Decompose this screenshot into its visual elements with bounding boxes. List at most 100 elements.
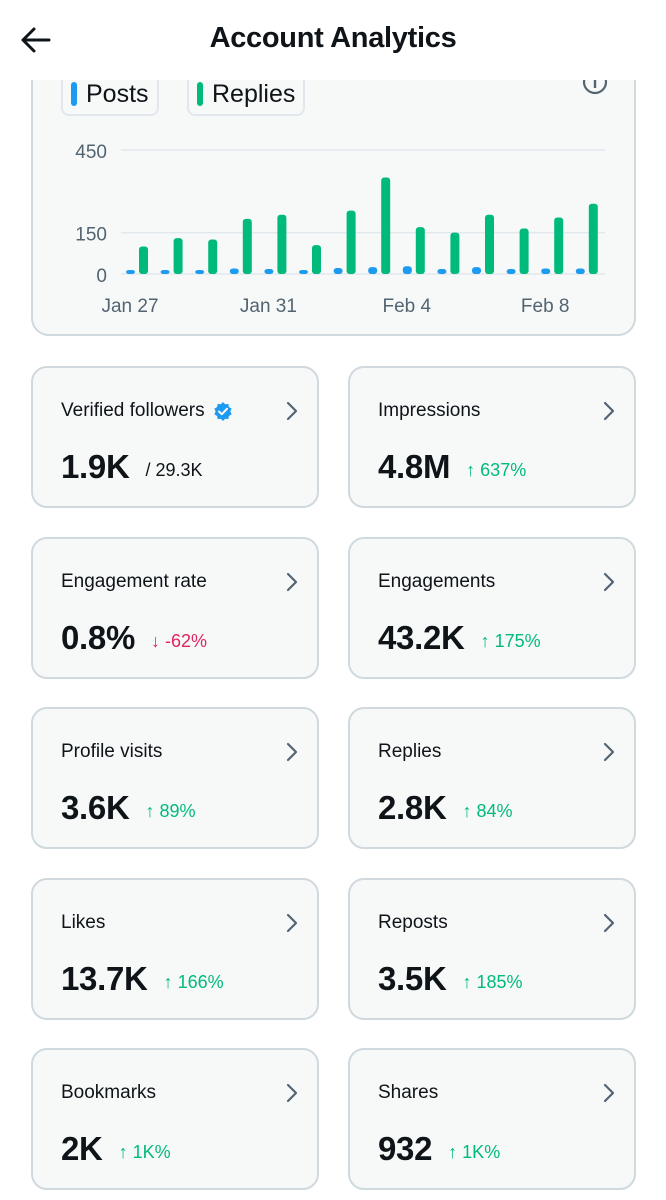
replies-bar[interactable]: [139, 246, 148, 274]
chevron-right-icon: [285, 400, 299, 427]
chevron-right-icon: [285, 1082, 299, 1109]
replies-bar[interactable]: [415, 227, 425, 274]
metric-change: ↓ -62%: [151, 631, 208, 651]
back-arrow-icon: [21, 27, 51, 53]
metric-label-text: Shares: [378, 1082, 439, 1103]
replies-bar[interactable]: [242, 218, 252, 274]
replies-bar[interactable]: [519, 228, 529, 274]
metric-card-engagement-rate[interactable]: Engagement rate 0.8% ↓ -62%: [31, 537, 319, 679]
metric-value: 3.5K: [378, 960, 447, 997]
back-button[interactable]: [14, 20, 58, 60]
x-tick-label: Jan 27: [101, 296, 158, 317]
metric-value: 932: [378, 1130, 433, 1167]
metric-label-text: Likes: [61, 912, 106, 933]
posts-bar[interactable]: [541, 268, 551, 274]
metric-card-bookmarks[interactable]: Bookmarks 2K ↑ 1K%: [31, 1048, 319, 1190]
posts-bar[interactable]: [299, 270, 308, 274]
metric-change: ↑ 175%: [480, 631, 541, 651]
verified-badge-icon: [213, 401, 233, 421]
metric-label: Likes: [61, 912, 105, 934]
replies-bar[interactable]: [450, 232, 460, 274]
metric-card-shares[interactable]: Shares 932 ↑ 1K%: [348, 1048, 636, 1190]
posts-bar[interactable]: [126, 270, 135, 274]
metric-change: ↑ 1K%: [448, 1142, 501, 1162]
metric-label-text: Reposts: [378, 912, 448, 933]
metric-card-impressions[interactable]: Impressions 4.8M ↑ 637%: [348, 366, 636, 508]
replies-bar[interactable]: [277, 214, 287, 274]
legend-replies-swatch: [197, 82, 203, 106]
y-tick-label: 0: [96, 266, 107, 287]
metric-card-reposts[interactable]: Reposts 3.5K ↑ 185%: [348, 878, 636, 1020]
metric-value: 0.8%: [61, 619, 136, 656]
replies-bar[interactable]: [381, 177, 391, 274]
top-bar: Account Analytics: [0, 0, 666, 80]
chevron-right-icon: [602, 741, 616, 768]
chevron-right-icon: [285, 912, 299, 939]
replies-bar[interactable]: [346, 210, 356, 274]
legend-posts-label: Posts: [86, 79, 149, 108]
legend-replies-label: Replies: [212, 79, 296, 108]
replies-bar[interactable]: [485, 214, 494, 274]
replies-bar[interactable]: [588, 203, 598, 274]
metric-label: Engagements: [378, 571, 495, 593]
posts-bar[interactable]: [160, 270, 170, 274]
metric-change: ↑ 84%: [462, 801, 513, 821]
posts-bar[interactable]: [402, 266, 412, 274]
metric-label: Bookmarks: [61, 1082, 156, 1104]
chevron-right-icon: [602, 400, 616, 427]
metric-label: Shares: [378, 1082, 438, 1104]
posts-bar[interactable]: [229, 268, 239, 274]
posts-bar[interactable]: [437, 269, 447, 274]
metric-change: ↑ 637%: [466, 460, 527, 480]
metric-label: Replies: [378, 741, 441, 763]
metric-label-text: Engagement rate: [61, 571, 207, 592]
y-tick-label: 450: [75, 142, 107, 163]
posts-bar[interactable]: [575, 268, 585, 274]
posts-bar[interactable]: [368, 267, 378, 274]
posts-bar[interactable]: [195, 270, 205, 274]
metric-label: Verified followers: [61, 400, 233, 422]
metric-label: Reposts: [378, 912, 448, 934]
posts-bar[interactable]: [472, 267, 481, 274]
y-tick-label: 150: [75, 225, 107, 246]
chevron-right-icon: [602, 912, 616, 939]
metric-change: ↑ 1K%: [118, 1142, 171, 1162]
posts-bar[interactable]: [264, 269, 274, 274]
x-tick-label: Jan 31: [240, 296, 297, 317]
metric-change: ↑ 89%: [145, 801, 196, 821]
metric-value: 4.8M: [378, 448, 451, 485]
metric-label-text: Replies: [378, 741, 442, 762]
bar-chart: 0 150 450 Jan 27 Jan 31 Feb 4 Feb 8: [75, 142, 605, 317]
metric-label-text: Bookmarks: [61, 1082, 157, 1103]
metric-value: 2K: [61, 1130, 103, 1167]
metric-change: ↑ 166%: [163, 972, 224, 992]
metric-label-text: Engagements: [378, 571, 496, 592]
metric-label: Impressions: [378, 400, 480, 422]
metric-change: ↑ 185%: [462, 972, 523, 992]
metric-value: 13.7K: [61, 960, 148, 997]
metric-label-text: Impressions: [378, 400, 481, 421]
legend-posts-swatch: [71, 82, 77, 106]
metric-card-likes[interactable]: Likes 13.7K ↑ 166%: [31, 878, 319, 1020]
x-tick-label: Feb 4: [383, 296, 432, 317]
metric-card-replies[interactable]: Replies 2.8K ↑ 84%: [348, 707, 636, 849]
chevron-right-icon: [285, 571, 299, 598]
activity-chart-card: Posts Replies 0 150 450 Jan 27 Jan 31 Feb 4 Fe…: [31, 40, 636, 336]
metric-card-verified-followers[interactable]: Verified followers 1.9K / 29.3K: [31, 366, 319, 508]
x-tick-label: Feb 8: [521, 296, 570, 317]
chevron-right-icon: [602, 571, 616, 598]
metric-label-text: Verified followers: [61, 400, 205, 421]
metric-label: Engagement rate: [61, 571, 207, 593]
metric-value: 2.8K: [378, 789, 447, 826]
metric-card-engagements[interactable]: Engagements 43.2K ↑ 175%: [348, 537, 636, 679]
metric-value: 1.9K: [61, 448, 130, 485]
posts-bar[interactable]: [333, 267, 343, 274]
metric-card-profile-visits[interactable]: Profile visits 3.6K ↑ 89%: [31, 707, 319, 849]
replies-bar[interactable]: [173, 238, 183, 274]
replies-bar[interactable]: [554, 217, 564, 274]
posts-bar[interactable]: [506, 269, 516, 274]
metric-label-text: Profile visits: [61, 741, 163, 762]
replies-bar[interactable]: [312, 245, 321, 274]
chevron-right-icon: [602, 1082, 616, 1109]
replies-bar[interactable]: [208, 239, 218, 274]
